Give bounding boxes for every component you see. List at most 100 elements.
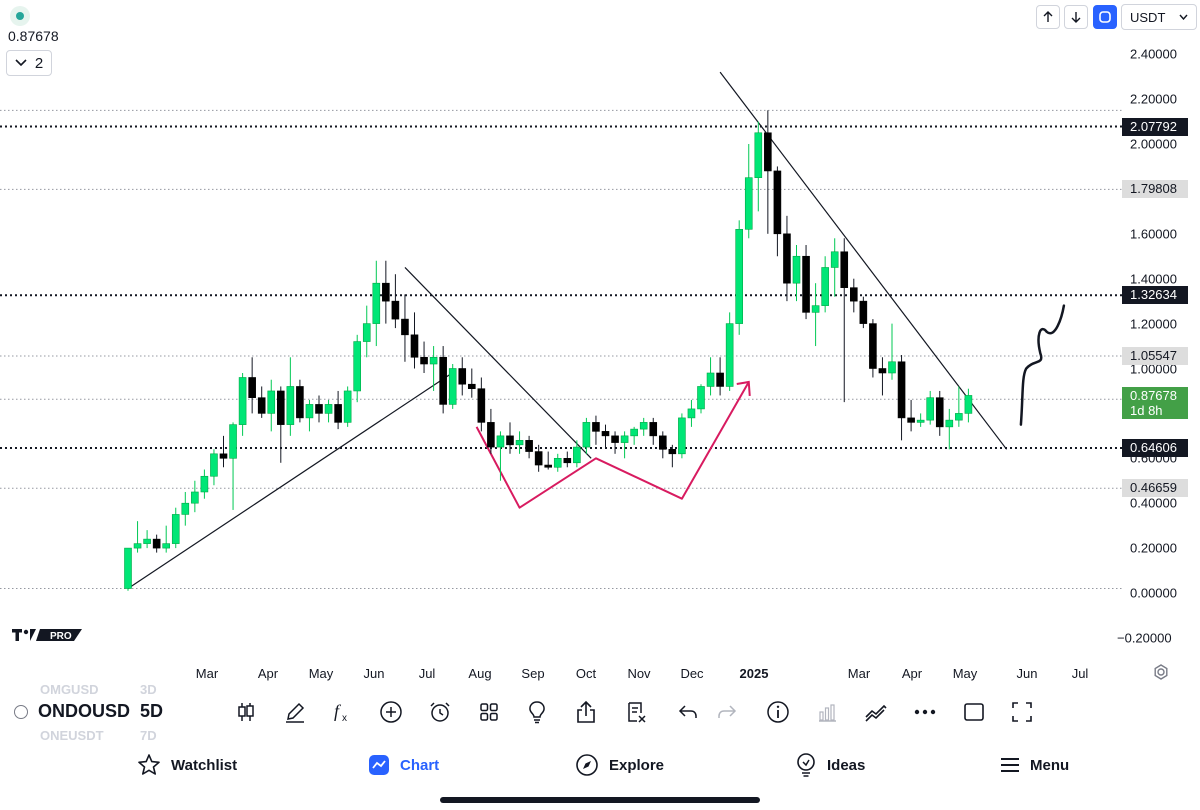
- candle-up[interactable]: [362, 305, 371, 358]
- candle-down[interactable]: [878, 357, 887, 396]
- nav-ideas[interactable]: Ideas: [795, 745, 865, 785]
- candle-down[interactable]: [506, 422, 514, 454]
- trendline-downtrend-1[interactable]: [404, 267, 592, 459]
- interval-selector[interactable]: 5D: [140, 701, 164, 721]
- candle-up[interactable]: [620, 431, 629, 459]
- candle-down[interactable]: [869, 319, 877, 378]
- nav-menu[interactable]: Menu: [1000, 745, 1069, 785]
- candle-down[interactable]: [315, 395, 323, 423]
- candle-up[interactable]: [133, 521, 142, 553]
- price-chart[interactable]: [0, 0, 1200, 690]
- candle-up[interactable]: [210, 449, 218, 486]
- candle-down[interactable]: [592, 415, 600, 445]
- candle-up[interactable]: [305, 399, 314, 432]
- candle-up[interactable]: [573, 440, 581, 468]
- candle-up[interactable]: [964, 388, 973, 423]
- candle-down[interactable]: [649, 417, 658, 445]
- candle-down[interactable]: [544, 451, 553, 470]
- candle-up[interactable]: [200, 469, 209, 499]
- candle-up[interactable]: [267, 379, 276, 432]
- trendline-uptrend-1[interactable]: [127, 370, 456, 590]
- candle-down[interactable]: [783, 215, 791, 302]
- candle-up[interactable]: [811, 283, 820, 347]
- interval-next[interactable]: 7D: [140, 728, 157, 743]
- candle-up[interactable]: [191, 480, 199, 513]
- candle-up[interactable]: [792, 245, 801, 302]
- candle-up[interactable]: [343, 386, 352, 427]
- symbol-logo-icon[interactable]: [10, 6, 30, 26]
- share-button[interactable]: [571, 697, 601, 727]
- candle-up[interactable]: [372, 260, 381, 347]
- candle-down[interactable]: [420, 341, 428, 373]
- candle-up[interactable]: [286, 357, 295, 436]
- projection-drawing[interactable]: [1019, 304, 1066, 426]
- candle-up[interactable]: [229, 422, 237, 510]
- candle-up[interactable]: [830, 238, 839, 297]
- candle-down[interactable]: [467, 368, 476, 398]
- candle-down[interactable]: [257, 386, 266, 418]
- candle-up[interactable]: [143, 530, 151, 549]
- candle-up[interactable]: [926, 390, 935, 425]
- candle-up[interactable]: [630, 426, 638, 445]
- nav-explore[interactable]: Explore: [575, 745, 664, 785]
- candle-down[interactable]: [840, 238, 849, 403]
- nav-watchlist[interactable]: Watchlist: [137, 745, 237, 785]
- trendline-downtrend-2[interactable]: [719, 71, 1008, 450]
- candle-down[interactable]: [410, 312, 419, 369]
- candle-down[interactable]: [382, 260, 390, 324]
- candle-down[interactable]: [477, 377, 486, 432]
- undo-button[interactable]: [673, 697, 703, 727]
- candle-up[interactable]: [353, 334, 362, 403]
- candle-up[interactable]: [945, 408, 954, 450]
- drawings-layer[interactable]: [127, 71, 1066, 590]
- chart-type-button[interactable]: [231, 697, 261, 727]
- symbol-switcher[interactable]: OMGUSD 3D ONDOUSD 5D ONEUSDT 7D: [14, 682, 204, 743]
- candle-down[interactable]: [764, 110, 772, 234]
- w-pattern-arrowhead[interactable]: [736, 380, 751, 397]
- candle-up[interactable]: [553, 453, 562, 472]
- candle-down[interactable]: [601, 424, 610, 448]
- redo-button[interactable]: [712, 697, 742, 727]
- fullscreen-button[interactable]: [1007, 697, 1037, 727]
- scroll-down-button[interactable]: [1064, 5, 1088, 29]
- replay-button[interactable]: [861, 697, 891, 727]
- candle-up[interactable]: [725, 312, 734, 391]
- layouts-button[interactable]: [474, 697, 504, 727]
- candle-up[interactable]: [124, 547, 132, 591]
- candle-up[interactable]: [496, 431, 505, 481]
- candle-up[interactable]: [916, 413, 925, 427]
- candle-up[interactable]: [515, 431, 524, 454]
- candle-up[interactable]: [171, 507, 180, 549]
- candle-down[interactable]: [534, 444, 543, 472]
- candle-down[interactable]: [716, 357, 724, 396]
- interval-prev[interactable]: 3D: [140, 682, 157, 697]
- candle-down[interactable]: [859, 296, 868, 329]
- candle-up[interactable]: [821, 256, 829, 313]
- auto-scale-button[interactable]: [1093, 5, 1117, 29]
- nav-chart[interactable]: Chart: [368, 745, 439, 785]
- candle-down[interactable]: [439, 346, 447, 414]
- candle-down[interactable]: [802, 245, 810, 320]
- candle-down[interactable]: [563, 451, 572, 468]
- ideas-button[interactable]: [522, 697, 552, 727]
- candle-down[interactable]: [897, 355, 906, 441]
- alert-button[interactable]: [425, 697, 455, 727]
- symbol-next[interactable]: ONEUSDT: [40, 728, 104, 743]
- candle-down[interactable]: [935, 390, 944, 436]
- candle-down[interactable]: [276, 386, 285, 463]
- compare-button[interactable]: [376, 697, 406, 727]
- object-tree-button[interactable]: [763, 697, 793, 727]
- candle-down[interactable]: [401, 294, 409, 362]
- order-panel-button[interactable]: [621, 697, 651, 727]
- candle-up[interactable]: [678, 413, 686, 459]
- candle-up[interactable]: [448, 364, 457, 409]
- candle-up[interactable]: [888, 323, 896, 380]
- candle-down[interactable]: [773, 166, 782, 257]
- scroll-up-button[interactable]: [1036, 5, 1060, 29]
- candle-down[interactable]: [849, 278, 858, 313]
- candle-down[interactable]: [391, 274, 400, 329]
- candle-up[interactable]: [706, 357, 715, 396]
- symbol-prev[interactable]: OMGUSD: [40, 682, 99, 697]
- candle-up[interactable]: [955, 386, 963, 427]
